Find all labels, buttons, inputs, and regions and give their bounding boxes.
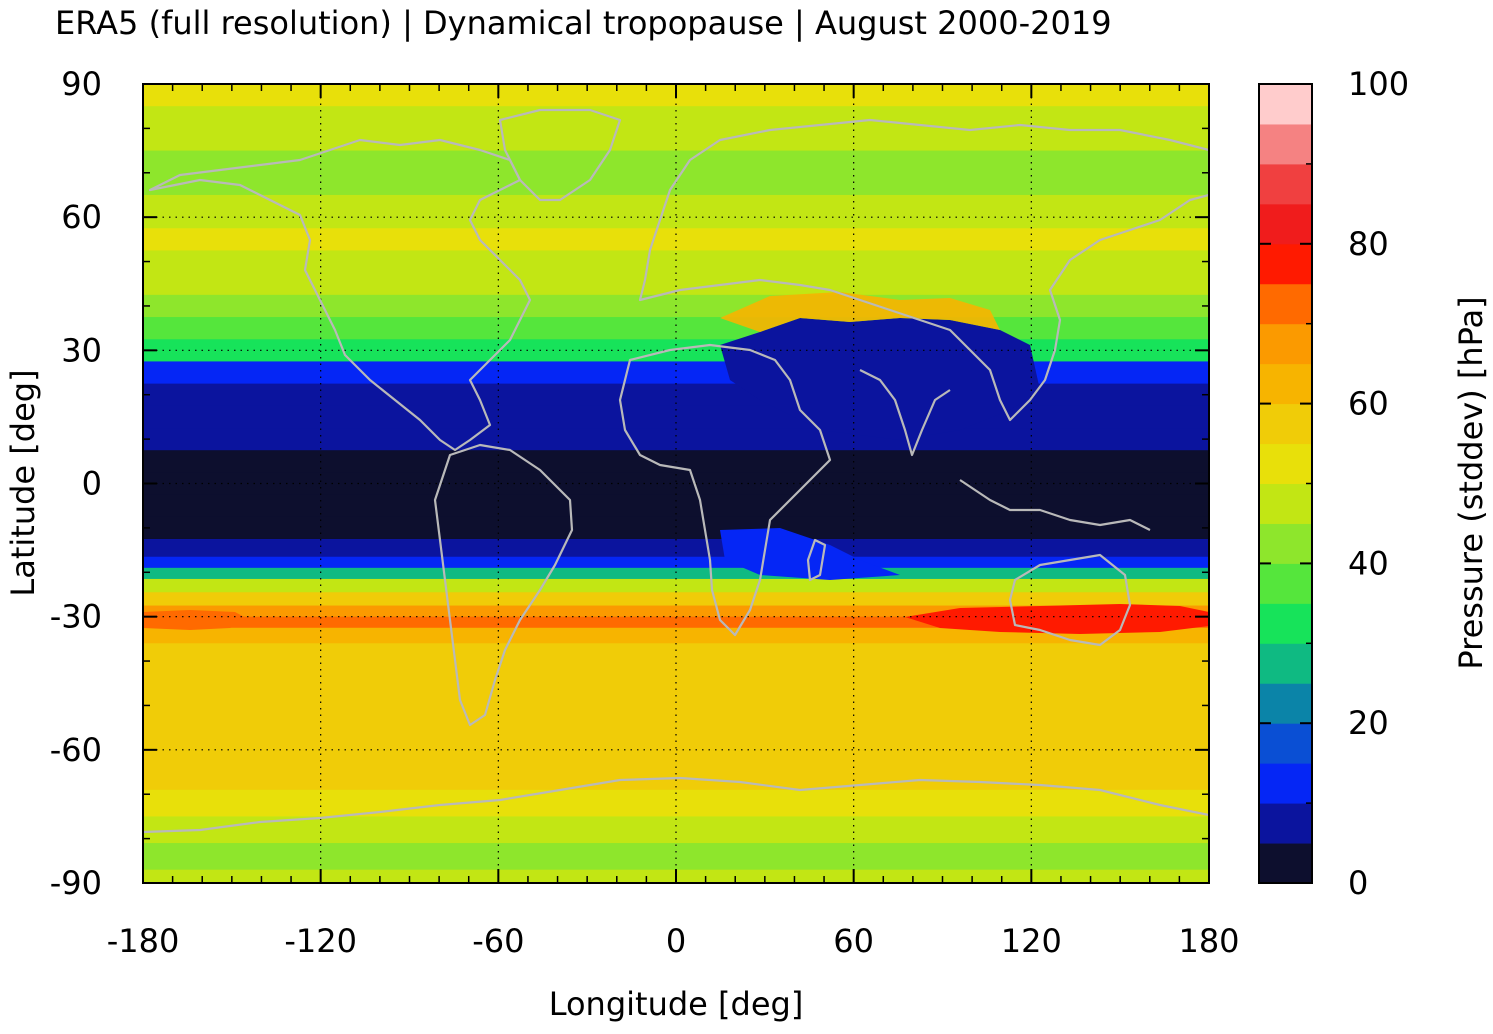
- x-tick-label: 180: [1178, 922, 1239, 960]
- chart-title: ERA5 (full resolution) | Dynamical tropo…: [55, 4, 1112, 42]
- x-tick-label: -60: [472, 922, 524, 960]
- colorbar-swatch: [1259, 563, 1312, 604]
- x-axis: -180 -120 -60 0 60 120 180: [107, 84, 1240, 960]
- colorbar-swatch: [1259, 683, 1312, 724]
- heatmap-region-australia-jet: [905, 604, 1209, 634]
- heatmap-band: [143, 643, 1209, 669]
- y-axis: 90 60 30 0 -30 -60 -90: [50, 65, 1209, 902]
- y-axis-label: Latitude [deg]: [4, 369, 42, 596]
- x-tick-label: 0: [666, 922, 686, 960]
- plot-area: [143, 84, 1209, 883]
- heatmap-band: [143, 567, 1209, 580]
- x-tick-label: 60: [833, 922, 874, 960]
- colorbar-swatch: [1259, 283, 1312, 325]
- colorbar-swatch: [1259, 643, 1312, 684]
- heatmap-band: [143, 194, 1209, 229]
- heatmap-band: [143, 272, 1209, 296]
- heatmap-band: [143, 250, 1209, 274]
- coastline-india: [859, 369, 951, 457]
- colorbar-swatch: [1259, 403, 1312, 445]
- heatmap-band: [143, 556, 1209, 569]
- colorbar-swatch: [1259, 443, 1312, 484]
- colorbar-swatch: [1259, 763, 1312, 804]
- heatmap-band: [143, 317, 1209, 340]
- y-tick-label: 0: [82, 465, 102, 503]
- y-tick-label: -90: [50, 864, 102, 902]
- heatmap-band: [143, 616, 1209, 629]
- colorbar-swatch: [1259, 84, 1312, 125]
- colorbar-swatch: [1259, 603, 1312, 644]
- colorbar-label: Pressure (stddev) [hPa]: [1452, 296, 1490, 669]
- heatmap-band: [143, 516, 1209, 540]
- colorbar-swatch: [1259, 203, 1312, 245]
- coastline-north-america: [148, 138, 532, 452]
- y-tick-label: 30: [61, 331, 102, 369]
- heatmap-region-tibet-edge: [720, 292, 1000, 332]
- x-axis-label: Longitude [deg]: [549, 985, 804, 1023]
- y-tick-label: 60: [61, 198, 102, 236]
- heatmap-band: [143, 843, 1209, 871]
- colorbar-swatch: [1259, 123, 1312, 165]
- colorbar-swatch: [1259, 323, 1312, 365]
- coastline-madagascar: [806, 538, 827, 582]
- colorbar-tick-label: 80: [1348, 225, 1389, 263]
- coastline-africa: [618, 343, 832, 637]
- heatmap-band: [143, 428, 1209, 451]
- colorbar-swatch: [1259, 243, 1312, 285]
- heatmap-band: [143, 627, 1209, 644]
- x-tick-label: -180: [107, 922, 180, 960]
- colorbar-swatch: [1259, 483, 1312, 524]
- heatmap-band: [143, 816, 1209, 844]
- heatmap-band: [143, 538, 1209, 558]
- colorbar-axis: 100 80 60 40 20 0: [1259, 65, 1409, 902]
- heatmap-band: [143, 592, 1209, 607]
- colorbar-swatch: [1259, 803, 1312, 844]
- coastline-indonesia: [959, 479, 1151, 531]
- coastline-greenland: [498, 108, 622, 202]
- heatmap-band: [143, 228, 1209, 252]
- y-tick-label: 90: [61, 65, 102, 103]
- heatmap-band: [143, 494, 1209, 518]
- y-tick-label: -30: [50, 598, 102, 636]
- colorbar: [1259, 84, 1312, 884]
- colorbar-tick-label: 20: [1348, 704, 1389, 742]
- colorbar-swatch: [1259, 723, 1312, 764]
- x-tick-label: -120: [284, 922, 357, 960]
- heatmap-region-pacific-jet: [143, 610, 250, 630]
- colorbar-tick-label: 60: [1348, 385, 1389, 423]
- colorbar-swatch: [1259, 163, 1312, 205]
- heatmap-band: [143, 667, 1209, 700]
- y-tick-label: -60: [50, 731, 102, 769]
- coastline-antarctica: [143, 776, 1209, 834]
- coastlines: [143, 108, 1209, 834]
- coastline-australia: [1008, 553, 1132, 647]
- coastline-south-america: [433, 443, 574, 727]
- colorbar-tick-label: 40: [1348, 544, 1389, 582]
- colorbar-tick-label: 0: [1348, 864, 1368, 902]
- coastline-eurasia: [638, 118, 1209, 422]
- colorbar-swatch: [1259, 363, 1312, 405]
- colorbar-swatch: [1259, 843, 1312, 884]
- colorbar-swatch: [1259, 523, 1312, 564]
- colorbar-tick-label: 100: [1348, 65, 1409, 103]
- x-tick-label: 120: [1001, 922, 1062, 960]
